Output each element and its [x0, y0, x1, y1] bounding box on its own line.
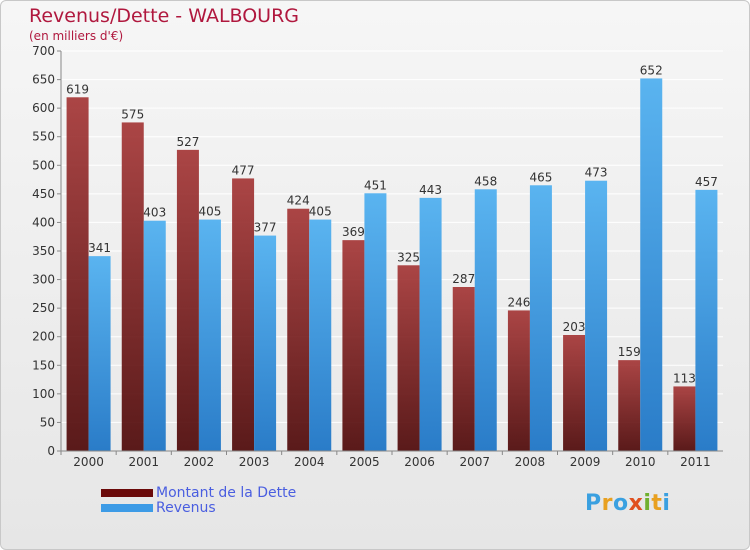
- x-tick-label: 2009: [570, 455, 601, 469]
- value-label-dette: 113: [673, 371, 696, 385]
- value-label-dette: 203: [563, 320, 586, 334]
- value-label-revenus: 403: [143, 206, 166, 220]
- bar-revenus: [143, 220, 166, 451]
- value-label-dette: 575: [121, 107, 144, 121]
- legend-swatch-revenus: [101, 504, 153, 512]
- x-tick-label: 2010: [625, 455, 656, 469]
- x-tick-label: 2003: [239, 455, 270, 469]
- value-label-dette: 159: [618, 345, 641, 359]
- y-tick-label: 600: [32, 101, 55, 115]
- bar-revenus: [474, 189, 497, 452]
- y-tick-label: 200: [32, 330, 55, 344]
- y-tick-label: 500: [32, 158, 55, 172]
- value-label-revenus: 405: [309, 205, 332, 219]
- y-tick-label: 250: [32, 301, 55, 315]
- bar-dette: [66, 97, 89, 452]
- legend-label-revenus: Revenus: [156, 500, 216, 516]
- y-tick-label: 350: [32, 244, 55, 258]
- logo-letter: x: [628, 491, 644, 516]
- logo-letter: t: [651, 491, 663, 516]
- x-tick-label: 2007: [459, 455, 490, 469]
- value-label-revenus: 405: [198, 205, 221, 219]
- logo-letter: i: [662, 491, 671, 516]
- y-tick-label: 300: [32, 273, 55, 287]
- value-label-dette: 619: [66, 82, 89, 96]
- value-label-revenus: 458: [474, 174, 497, 188]
- x-tick-label: 2002: [184, 455, 215, 469]
- y-tick-label: 450: [32, 187, 55, 201]
- bar-revenus: [695, 189, 718, 451]
- value-label-revenus: 451: [364, 178, 387, 192]
- bar-dette: [673, 386, 696, 451]
- y-tick-label: 150: [32, 358, 55, 372]
- value-label-revenus: 341: [88, 241, 111, 255]
- value-label-dette: 369: [342, 225, 365, 239]
- y-tick-label: 650: [32, 73, 55, 87]
- y-tick-label: 700: [32, 44, 55, 58]
- legend-swatch-dette: [101, 489, 153, 497]
- x-tick-label: 2004: [294, 455, 325, 469]
- bar-dette: [232, 178, 255, 451]
- bar-dette: [342, 240, 365, 451]
- bar-dette: [397, 265, 420, 451]
- x-tick-label: 2008: [515, 455, 546, 469]
- bar-dette: [121, 122, 144, 451]
- chart-title: Revenus/Dette - WALBOURG: [29, 5, 300, 27]
- value-label-revenus: 473: [585, 166, 608, 180]
- value-label-dette: 246: [507, 295, 530, 309]
- x-tick-label: 2011: [680, 455, 711, 469]
- bar-revenus: [309, 219, 332, 451]
- proxiti-logo: Proxiti: [585, 491, 670, 516]
- value-label-revenus: 377: [254, 221, 277, 235]
- bar-revenus: [254, 235, 277, 451]
- value-label-revenus: 465: [529, 170, 552, 184]
- bar-revenus: [419, 197, 442, 451]
- y-tick-label: 50: [40, 415, 55, 429]
- bar-revenus: [640, 78, 663, 451]
- bar-revenus: [364, 193, 387, 452]
- bar-dette: [563, 335, 586, 451]
- bar-dette: [507, 310, 530, 451]
- y-tick-label: 100: [32, 387, 55, 401]
- value-label-revenus: 457: [695, 175, 718, 189]
- y-tick-label: 0: [47, 444, 55, 458]
- chart-subtitle: (en milliers d'€): [29, 29, 124, 43]
- logo-letter: i: [643, 491, 652, 516]
- value-label-dette: 325: [397, 250, 420, 264]
- y-tick-label: 400: [32, 215, 55, 229]
- value-label-revenus: 652: [640, 63, 663, 77]
- x-tick-label: 2006: [404, 455, 435, 469]
- value-label-revenus: 443: [419, 183, 442, 197]
- logo-letter: o: [612, 491, 629, 516]
- bar-revenus: [529, 185, 552, 452]
- bar-dette: [618, 360, 641, 451]
- value-label-dette: 287: [452, 272, 475, 286]
- x-tick-label: 2005: [349, 455, 380, 469]
- bar-dette: [452, 287, 475, 451]
- bar-dette: [287, 208, 310, 451]
- logo-letter: r: [601, 491, 613, 516]
- bar-revenus: [198, 219, 221, 451]
- value-label-dette: 424: [287, 194, 310, 208]
- value-label-dette: 527: [176, 135, 199, 149]
- y-tick-label: 550: [32, 130, 55, 144]
- bar-dette: [176, 149, 199, 451]
- value-label-dette: 477: [232, 163, 255, 177]
- x-tick-label: 2000: [73, 455, 104, 469]
- bar-revenus: [88, 256, 111, 451]
- legend-label-dette: Montant de la Dette: [156, 485, 297, 501]
- bar-revenus: [585, 180, 608, 451]
- logo-letter: P: [585, 491, 602, 516]
- x-tick-label: 2001: [128, 455, 159, 469]
